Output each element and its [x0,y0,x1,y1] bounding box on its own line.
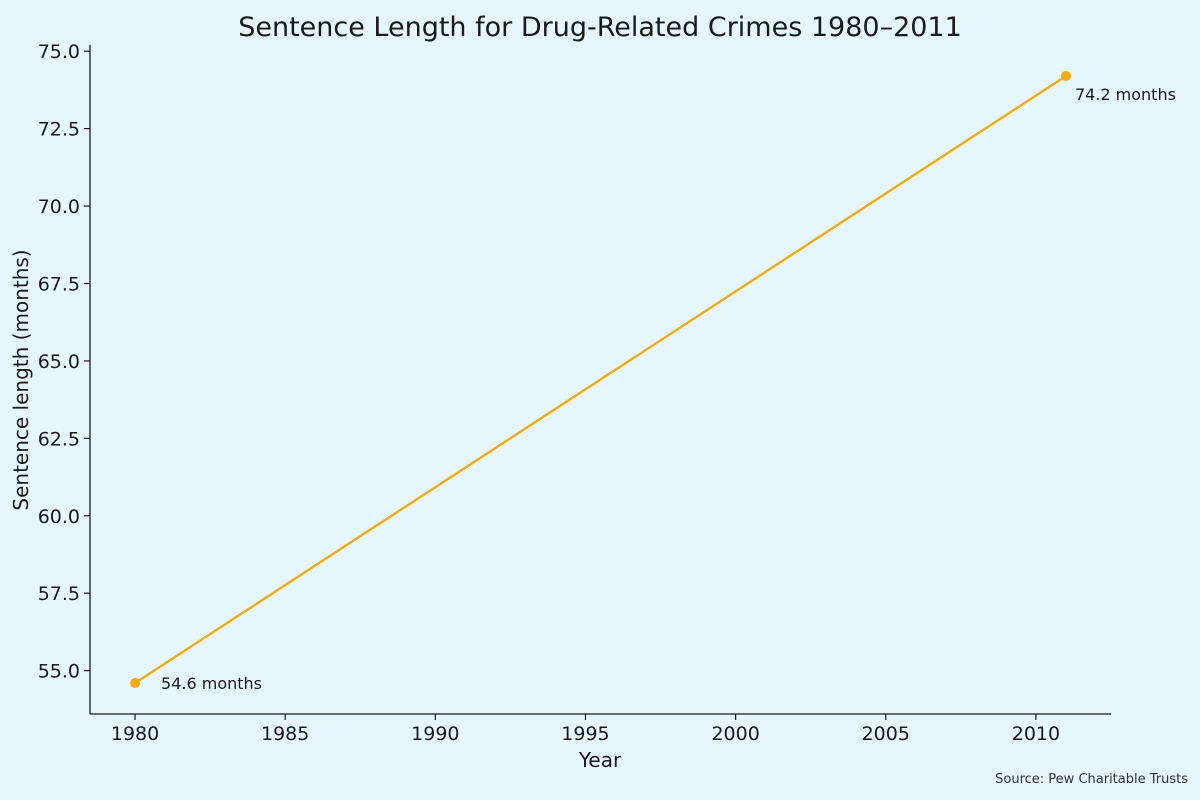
series-line [133,74,1068,685]
x-axis-label: Year [578,748,622,772]
data-point [130,678,141,689]
x-tick-label: 1990 [411,723,459,745]
series-layer [130,70,1071,689]
data-labels: 54.6 months 74.2 months [161,85,1176,693]
data-point-label: 74.2 months [1075,85,1176,104]
x-tick-label: 2005 [862,723,910,745]
y-tick-label: 57.5 [38,583,80,605]
x-ticks: 1980 1985 1990 1995 2000 2005 2010 [111,714,1060,745]
y-tick-label: 55.0 [38,661,80,683]
y-tick-label: 72.5 [38,119,80,141]
source-note: Source: Pew Charitable Trusts [995,772,1188,787]
chart-title: Sentence Length for Drug-Related Crimes … [238,12,962,43]
y-tick-label: 67.5 [38,273,80,295]
y-axis-label: Sentence length (months) [9,249,33,510]
y-tick-label: 62.5 [38,428,80,450]
axes [89,45,1111,715]
x-tick-label: 2010 [1012,723,1060,745]
data-point-label: 54.6 months [161,674,262,693]
y-tick-label: 70.0 [38,196,80,218]
y-tick-label: 60.0 [38,506,80,528]
x-tick-label: 2000 [711,723,759,745]
data-point [1060,70,1071,81]
y-ticks: 55.0 57.5 60.0 62.5 65.0 67.5 70.0 72.5 75.0 [38,41,90,683]
x-tick-label: 1985 [261,723,309,745]
y-tick-label: 75.0 [38,41,80,63]
x-tick-label: 1980 [111,723,159,745]
y-tick-label: 65.0 [38,351,80,373]
x-tick-label: 1995 [561,723,609,745]
